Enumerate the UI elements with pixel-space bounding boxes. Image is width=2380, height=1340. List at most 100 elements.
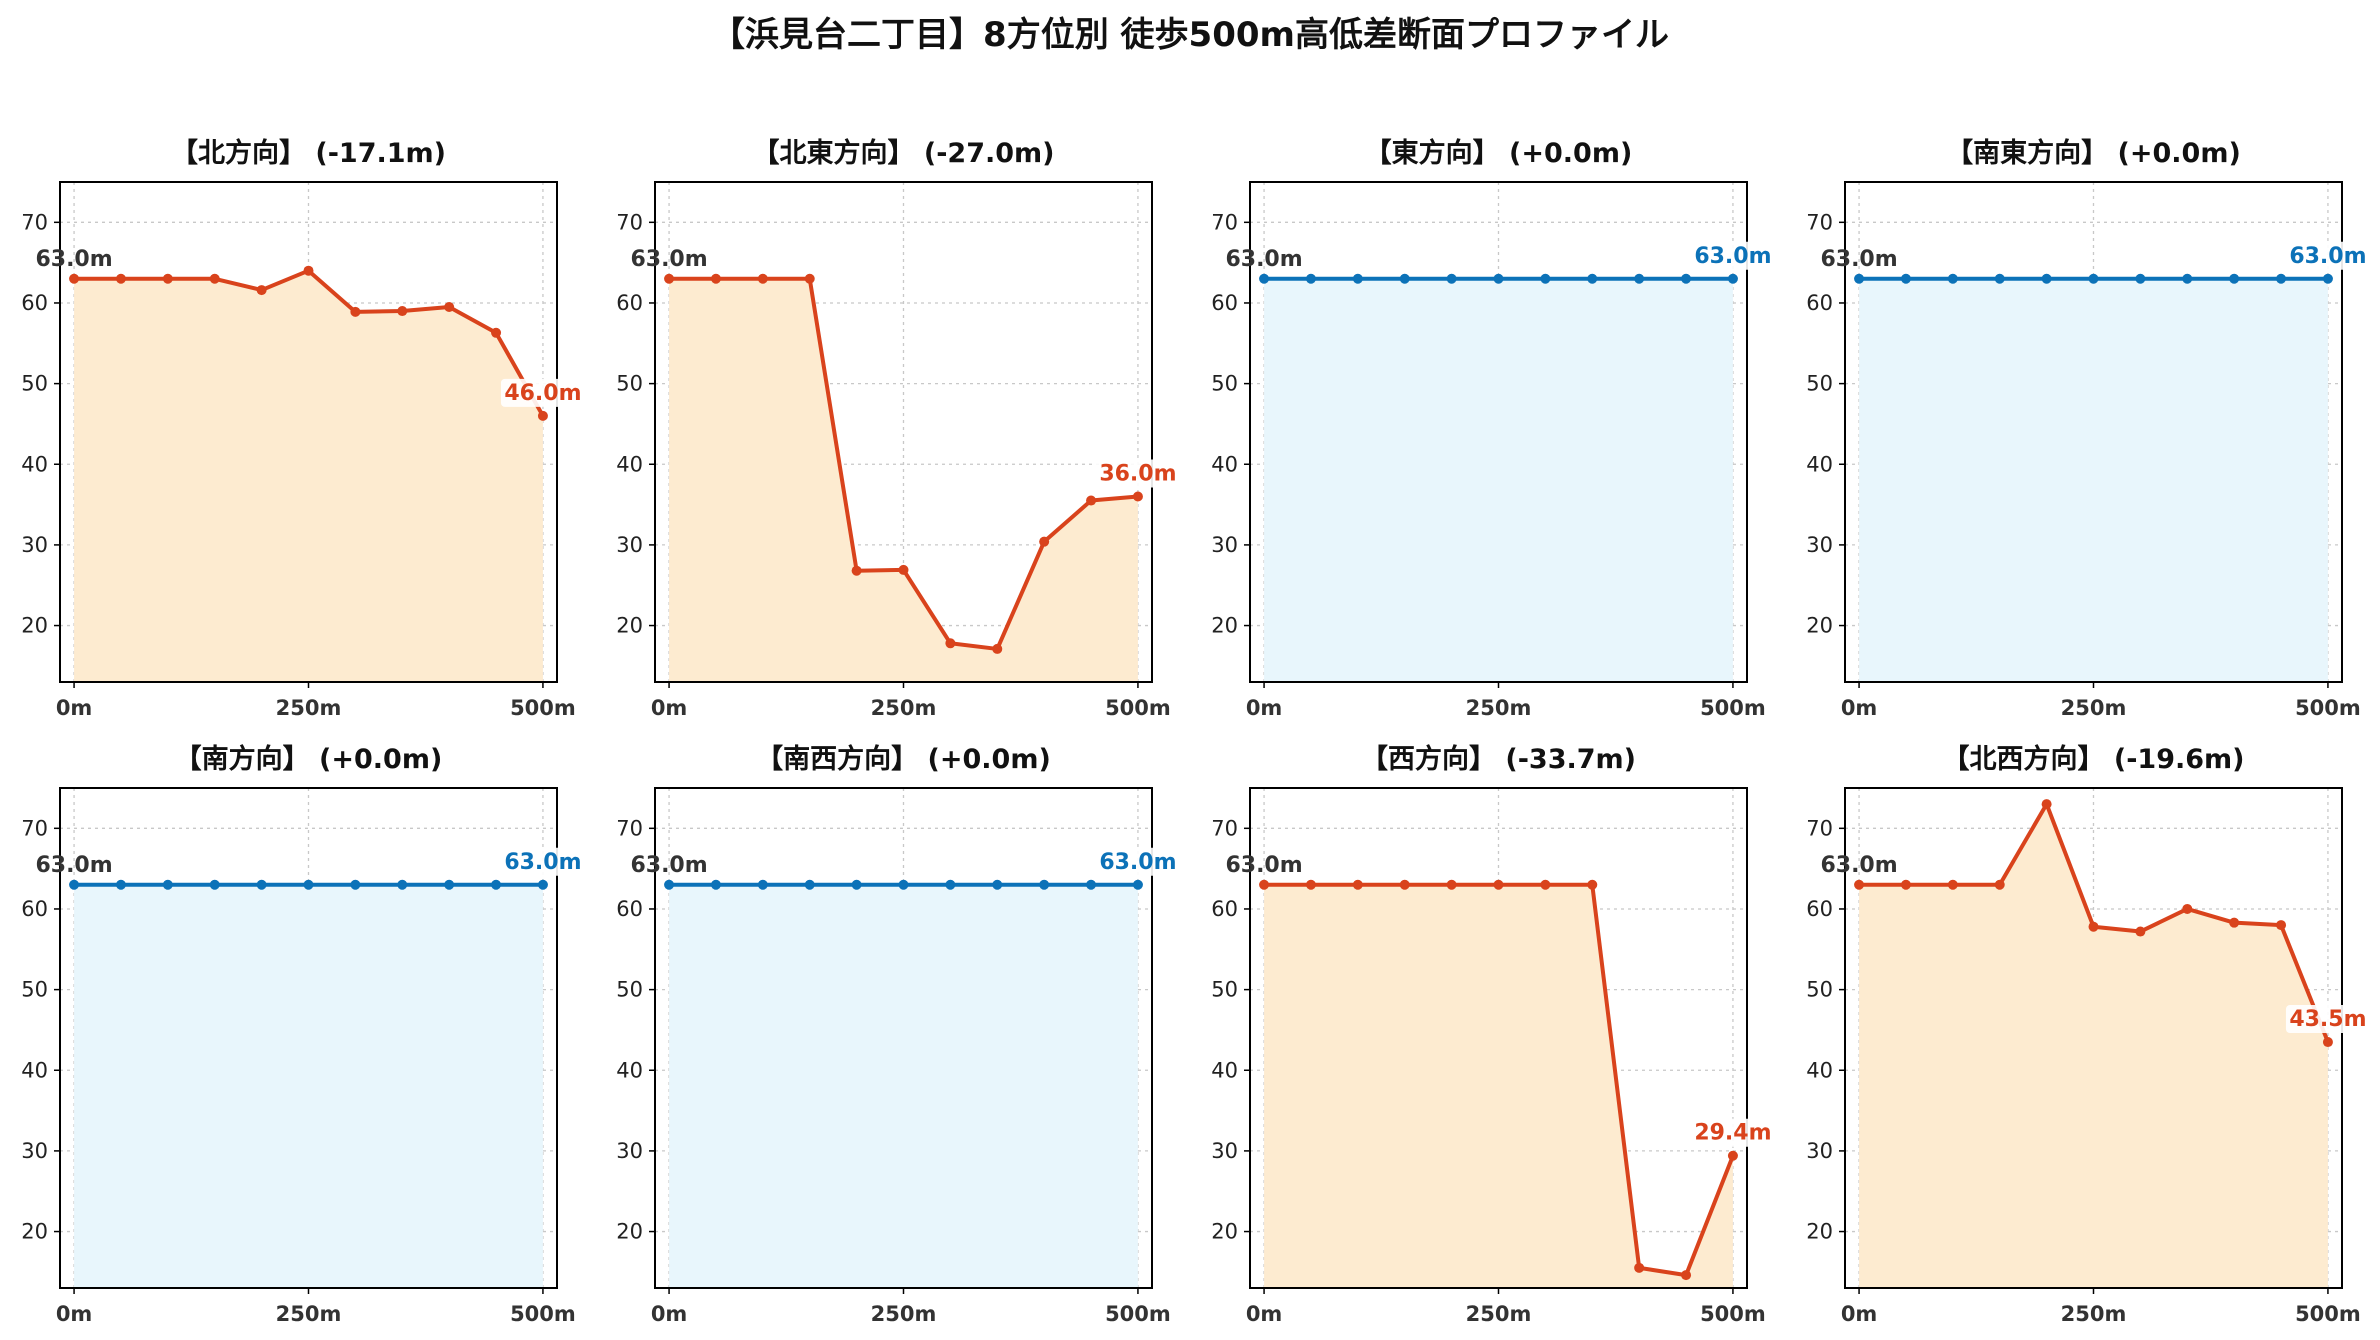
- elevation-point: [1259, 273, 1270, 284]
- elevation-point: [1086, 495, 1097, 506]
- figure-title: 【浜見台二丁目】8方位別 徒歩500m高低差断面プロファイル: [711, 15, 1669, 55]
- end-elevation-label: 63.0m: [2289, 244, 2366, 269]
- elevation-point: [1259, 879, 1270, 890]
- elevation-point: [945, 638, 956, 649]
- y-tick-label: 30: [21, 533, 48, 557]
- elevation-point: [1352, 879, 1363, 890]
- elevation-point: [851, 565, 862, 576]
- x-tick-label: 0m: [56, 696, 93, 720]
- elevation-point: [115, 273, 126, 284]
- x-tick-label: 250m: [1466, 696, 1532, 720]
- y-tick-label: 20: [1806, 614, 1833, 638]
- elevation-point: [444, 302, 455, 312]
- x-tick-label: 0m: [651, 696, 688, 720]
- x-tick-label: 250m: [276, 1302, 342, 1326]
- panel-title: 【北東方向】 (-27.0m): [752, 137, 1054, 169]
- panel-title: 【西方向】 (-33.7m): [1361, 743, 1636, 775]
- elevation-point: [1305, 879, 1316, 890]
- profile-panel-6: 【南西方向】 (+0.0m) 20 30 40 50 60 70 0m 250m 500m 63.0…: [616, 743, 1180, 1326]
- x-tick-label: 500m: [1105, 1302, 1171, 1326]
- elevation-area: [1859, 278, 2328, 682]
- elevation-point: [1994, 879, 2005, 890]
- x-tick-label: 250m: [2061, 1302, 2127, 1326]
- x-tick-label: 500m: [1700, 696, 1766, 720]
- y-tick-label: 50: [21, 978, 48, 1002]
- y-tick-label: 70: [1211, 816, 1238, 840]
- elevation-area: [669, 884, 1138, 1288]
- elevation-point: [209, 273, 220, 284]
- end-label-background: [2285, 1005, 2370, 1034]
- elevation-point: [444, 879, 455, 890]
- elevation-point: [1446, 879, 1457, 890]
- y-tick-label: 50: [1806, 978, 1833, 1002]
- panel-title: 【東方向】 (+0.0m): [1365, 137, 1633, 169]
- y-tick-label: 50: [1806, 372, 1833, 396]
- x-tick-label: 250m: [871, 696, 937, 720]
- elevation-point: [491, 879, 502, 890]
- elevation-point: [303, 879, 314, 890]
- elevation-point: [1587, 879, 1598, 890]
- y-tick-label: 20: [21, 1220, 48, 1244]
- elevation-point: [1540, 879, 1551, 890]
- y-tick-label: 20: [1806, 1220, 1833, 1244]
- x-tick-label: 500m: [1105, 696, 1171, 720]
- x-tick-label: 250m: [276, 696, 342, 720]
- elevation-point: [69, 273, 80, 284]
- elevation-point: [350, 879, 361, 890]
- panel-title: 【北方向】 (-17.1m): [171, 137, 446, 169]
- end-elevation-label: 63.0m: [1099, 850, 1176, 875]
- elevation-point: [1086, 879, 1097, 890]
- end-label-background: [1095, 459, 1180, 488]
- elevation-point: [491, 327, 502, 338]
- panel-title: 【南西方向】 (+0.0m): [756, 743, 1051, 775]
- y-tick-label: 70: [1806, 816, 1833, 840]
- elevation-point: [1493, 273, 1504, 284]
- start-elevation-label: 63.0m: [1225, 247, 1302, 272]
- end-label-background: [500, 378, 585, 407]
- profile-panel-4: 【南東方向】 (+0.0m) 20 30 40 50 60 70 0m 250m 500m 63.0…: [1806, 137, 2370, 720]
- end-elevation-label: 63.0m: [1694, 244, 1771, 269]
- elevation-point: [1900, 273, 1911, 284]
- elevation-point: [537, 879, 548, 890]
- y-tick-label: 70: [1806, 210, 1833, 234]
- start-elevation-label: 63.0m: [35, 247, 112, 272]
- elevation-point: [1681, 1270, 1692, 1281]
- elevation-point: [1727, 273, 1738, 284]
- elevation-point: [1900, 879, 1911, 890]
- elevation-area: [74, 270, 543, 682]
- y-tick-label: 70: [616, 816, 643, 840]
- start-elevation-label: 63.0m: [35, 853, 112, 878]
- elevation-point: [256, 879, 267, 890]
- x-tick-label: 0m: [1246, 696, 1283, 720]
- y-tick-label: 60: [616, 897, 643, 921]
- y-tick-label: 30: [1806, 533, 1833, 557]
- profile-panel-1: 【北方向】 (-17.1m) 20 30 40 50 60 70 0m 250m 500m 63.0…: [21, 137, 585, 720]
- elevation-point: [1634, 273, 1645, 284]
- end-label-background: [1095, 847, 1180, 876]
- y-tick-label: 40: [1211, 452, 1238, 476]
- elevation-point: [2229, 917, 2240, 928]
- elevation-point: [162, 273, 173, 284]
- y-tick-label: 30: [1211, 1139, 1238, 1163]
- x-tick-label: 500m: [1700, 1302, 1766, 1326]
- elevation-point: [2135, 273, 2146, 284]
- elevation-point: [1446, 273, 1457, 284]
- elevation-area: [669, 278, 1138, 682]
- elevation-point: [2182, 273, 2193, 284]
- x-tick-label: 0m: [1246, 1302, 1283, 1326]
- y-tick-label: 20: [1211, 614, 1238, 638]
- elevation-point: [2135, 926, 2146, 937]
- y-tick-label: 50: [616, 372, 643, 396]
- profile-panel-7: 【西方向】 (-33.7m) 20 30 40 50 60 70 0m 250m 500m 63.0…: [1211, 743, 1775, 1326]
- elevation-point: [537, 410, 548, 421]
- y-tick-label: 60: [1806, 897, 1833, 921]
- elevation-point: [945, 879, 956, 890]
- elevation-point: [898, 564, 909, 575]
- elevation-point: [1681, 273, 1692, 284]
- x-tick-label: 0m: [56, 1302, 93, 1326]
- start-elevation-label: 63.0m: [1225, 853, 1302, 878]
- elevation-area: [1859, 804, 2328, 1288]
- x-tick-label: 500m: [2295, 696, 2361, 720]
- elevation-point: [209, 879, 220, 890]
- elevation-point: [2088, 921, 2099, 932]
